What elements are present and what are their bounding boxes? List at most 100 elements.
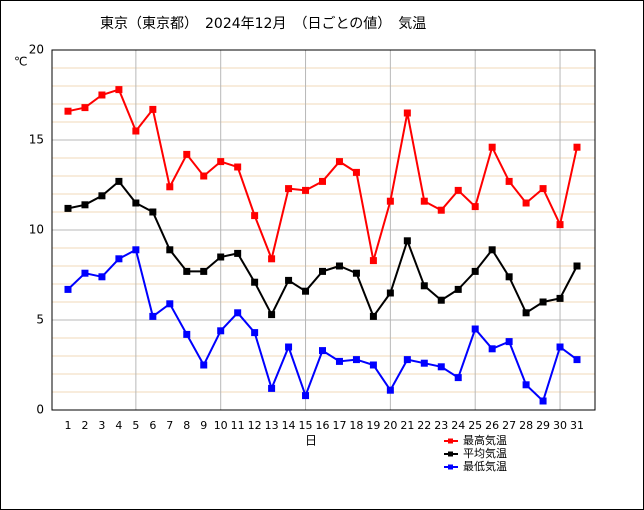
point (64, 107, 72, 115)
point (539, 298, 547, 306)
x-tick-label: 17 (332, 419, 346, 432)
x-tick-label: 1 (65, 419, 72, 432)
point (386, 289, 394, 297)
legend-marker (448, 464, 453, 470)
y-tick-label: 0 (36, 403, 44, 417)
point (251, 212, 259, 220)
legend-label: 平均気温 (463, 446, 507, 460)
y-tick-label: 15 (29, 133, 44, 147)
point (369, 361, 377, 369)
point (98, 192, 106, 200)
x-tick-label: 4 (115, 419, 122, 432)
point (437, 363, 445, 371)
point (539, 397, 547, 405)
x-tick-label: 25 (468, 419, 482, 432)
x-tick-label: 8 (183, 419, 190, 432)
point (471, 267, 479, 275)
point (132, 127, 140, 135)
x-tick-label: 9 (200, 419, 207, 432)
x-tick-label: 7 (166, 419, 173, 432)
point (64, 285, 72, 293)
point (115, 177, 123, 185)
point (115, 86, 123, 94)
point (522, 199, 530, 207)
point (149, 105, 157, 113)
point (471, 325, 479, 333)
point (556, 294, 564, 302)
point (217, 253, 225, 261)
x-tick-label: 10 (214, 419, 228, 432)
point (420, 359, 428, 367)
x-tick-label: 20 (383, 419, 397, 432)
plot-area (51, 49, 596, 411)
point (166, 300, 174, 308)
x-tick-label: 29 (536, 419, 550, 432)
chart-title: 東京（東京都） 2024年12月 （日ごとの値） 気温 (100, 16, 426, 32)
point (234, 163, 242, 171)
point (488, 143, 496, 151)
point (200, 267, 208, 275)
point (200, 172, 208, 180)
point (302, 287, 310, 295)
point (217, 327, 225, 335)
x-tick-label: 26 (485, 419, 499, 432)
point (573, 143, 581, 151)
point (302, 392, 310, 400)
point (217, 158, 225, 166)
point (352, 168, 360, 176)
point (454, 186, 462, 194)
x-tick-label: 5 (132, 419, 139, 432)
point (251, 278, 259, 286)
x-tick-label: 12 (248, 419, 262, 432)
point (522, 381, 530, 389)
x-tick-label: 23 (434, 419, 448, 432)
point (386, 197, 394, 205)
point (234, 249, 242, 257)
point (132, 199, 140, 207)
point (437, 206, 445, 214)
x-tick-label: 6 (149, 419, 156, 432)
point (539, 185, 547, 193)
point (403, 237, 411, 245)
point (454, 285, 462, 293)
x-tick-label: 11 (231, 419, 245, 432)
x-tick-label: 27 (502, 419, 516, 432)
point (352, 269, 360, 277)
point (454, 374, 462, 382)
x-tick-label: 28 (519, 419, 533, 432)
y-tick-label: 20 (29, 43, 44, 57)
x-tick-label: 30 (553, 419, 567, 432)
point (166, 183, 174, 191)
legend-marker (448, 438, 453, 444)
point (285, 276, 293, 284)
point (573, 262, 581, 270)
point (319, 177, 326, 185)
point (386, 386, 394, 394)
x-tick-label: 13 (265, 419, 279, 432)
point (420, 197, 428, 205)
point (64, 204, 72, 212)
point (132, 246, 140, 254)
point (285, 343, 293, 351)
point (149, 312, 157, 320)
y-tick-label: 5 (36, 313, 44, 327)
point (81, 104, 89, 112)
point (183, 330, 191, 338)
x-tick-label: 21 (400, 419, 414, 432)
point (505, 338, 513, 346)
legend-marker (448, 451, 453, 457)
x-tick-label: 14 (282, 419, 296, 432)
x-axis-label: 日 (305, 434, 317, 448)
point (352, 356, 360, 364)
point (268, 255, 276, 263)
point (437, 296, 445, 304)
x-tick-label: 19 (366, 419, 380, 432)
point (556, 221, 564, 229)
point (268, 384, 276, 392)
point (319, 347, 326, 355)
point (522, 309, 530, 317)
point (200, 361, 208, 369)
point (471, 203, 479, 211)
x-tick-label: 22 (417, 419, 431, 432)
